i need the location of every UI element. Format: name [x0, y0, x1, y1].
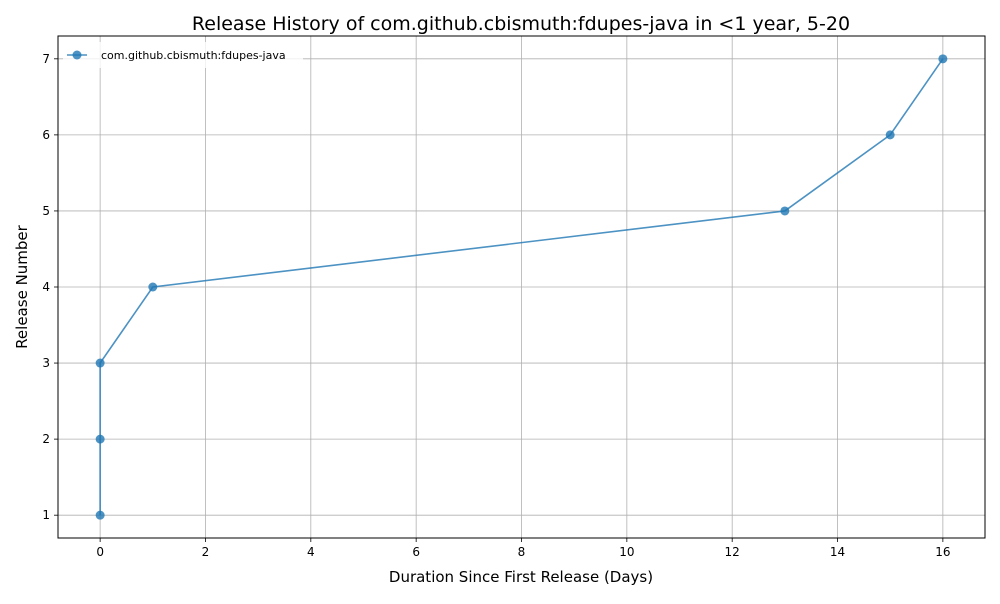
legend: com.github.cbismuth:fdupes-java	[63, 42, 303, 68]
x-tick-label: 12	[725, 545, 740, 559]
data-point	[95, 434, 105, 444]
grid-layer	[58, 36, 985, 538]
y-tick-label: 3	[42, 356, 50, 370]
data-point	[148, 282, 158, 292]
x-tick-label: 8	[518, 545, 526, 559]
x-axis-label: Duration Since First Release (Days)	[389, 568, 653, 586]
chart-title: Release History of com.github.cbismuth:f…	[192, 13, 850, 35]
x-tick-label: 6	[412, 545, 420, 559]
y-tick-label: 4	[42, 280, 50, 294]
y-tick-label: 7	[42, 52, 50, 66]
data-point	[95, 358, 105, 368]
legend-box	[63, 42, 303, 68]
data-point	[780, 206, 790, 216]
legend-label: com.github.cbismuth:fdupes-java	[101, 49, 286, 62]
y-axis-label: Release Number	[13, 224, 31, 348]
x-tick-label: 16	[935, 545, 950, 559]
data-point	[938, 54, 948, 64]
x-tick-label: 4	[307, 545, 315, 559]
x-tick-label: 10	[619, 545, 634, 559]
y-tick-label: 6	[42, 128, 50, 142]
y-tick-label: 2	[42, 432, 50, 446]
data-point	[95, 510, 105, 520]
x-tick-label: 0	[96, 545, 104, 559]
legend-marker	[72, 50, 82, 60]
y-tick-label: 1	[42, 508, 50, 522]
data-point	[885, 130, 895, 140]
x-tick-label: 14	[830, 545, 845, 559]
y-tick-label: 5	[42, 204, 50, 218]
series-layer	[95, 54, 948, 520]
x-tick-label: 2	[202, 545, 210, 559]
